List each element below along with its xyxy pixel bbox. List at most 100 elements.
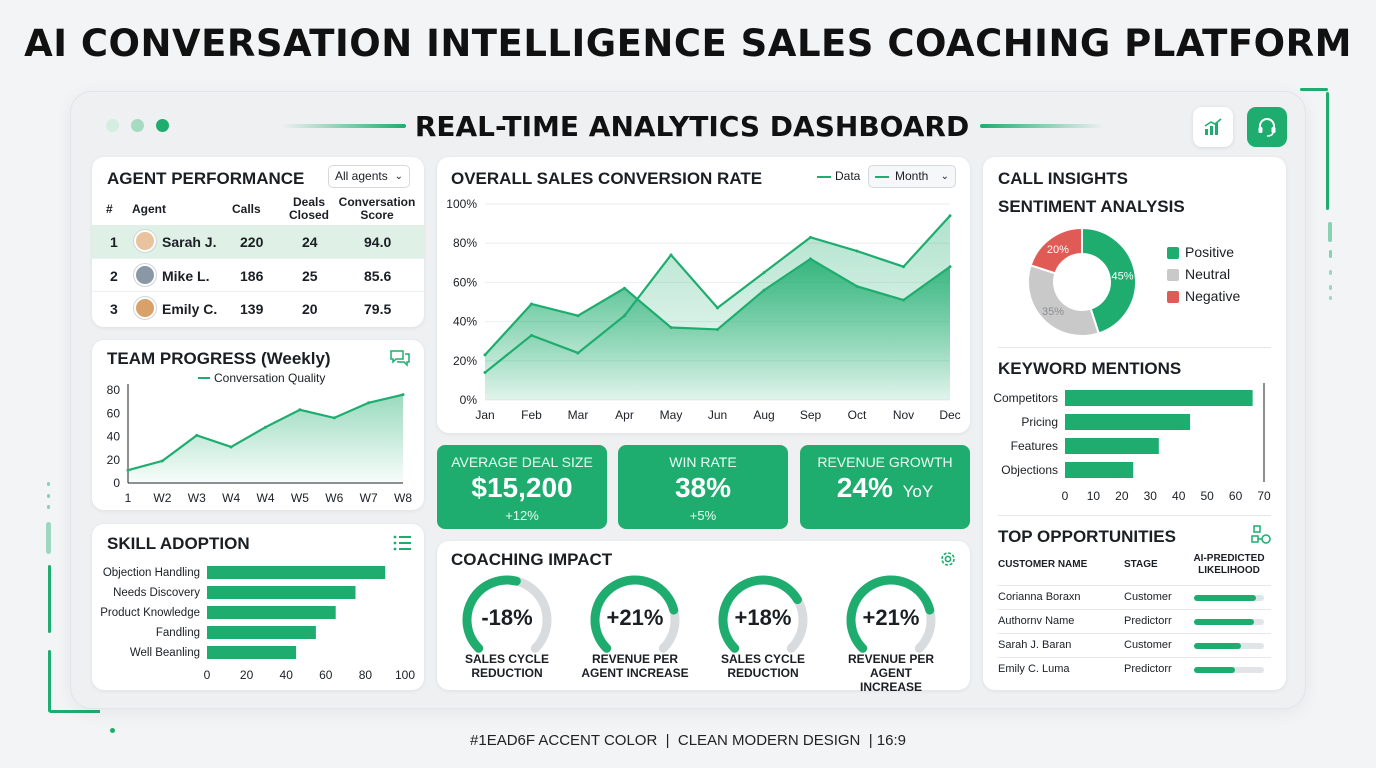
data-point: [367, 401, 371, 405]
opp-col-label: AI-PREDICTED: [1193, 553, 1265, 564]
table-row[interactable]: 2 Mike L. 186 25 85.6: [92, 258, 424, 291]
y-tick-label: 20: [107, 453, 121, 467]
col-deals: Deals Closed: [288, 195, 329, 222]
likelihood-bar-fill: [1194, 667, 1235, 673]
gauge-label-line: SALES CYCLE: [720, 652, 805, 666]
data-point: [855, 284, 859, 288]
gauge-ring: [846, 575, 936, 653]
data-point: [298, 408, 302, 412]
table-row[interactable]: Authornv Name Predictorr: [998, 609, 1271, 633]
bar-chart-icon: [1204, 118, 1222, 135]
opp-stage: Customer: [1124, 639, 1172, 651]
legend-label: Data: [835, 169, 861, 183]
chat-icon[interactable]: [389, 348, 411, 368]
decor-line: [1329, 250, 1332, 258]
x-tick-label: 10: [1087, 489, 1101, 503]
table-row[interactable]: Sarah J. Baran Customer: [998, 633, 1271, 657]
y-tick-label: 60%: [453, 275, 477, 289]
x-tick-label: 20: [240, 668, 254, 682]
table-row[interactable]: Corianna Boraxn Customer: [998, 585, 1271, 609]
x-tick-label: W4: [222, 491, 240, 505]
table-row[interactable]: 1 Sarah J. 220 24 94.0: [92, 225, 424, 258]
nodes-icon[interactable]: [1250, 524, 1272, 546]
opp-col-likelihood: AI-PREDICTED LIKELIHOOD: [1189, 553, 1269, 577]
y-tick-label: 80: [107, 383, 121, 397]
bar: [1065, 390, 1253, 406]
gauge-label: SALES CYCLE REDUCTION: [447, 652, 567, 680]
analytics-button[interactable]: [1193, 107, 1233, 147]
y-tick-label: 0: [113, 476, 120, 490]
data-point: [762, 271, 766, 275]
list-icon[interactable]: [392, 534, 412, 552]
legend-label: Neutral: [1185, 266, 1231, 282]
data-point: [530, 302, 533, 306]
gauge-fill: [718, 575, 802, 653]
agent-rank: 3: [110, 301, 118, 317]
gauge-label-line: REDUCTION: [471, 666, 543, 680]
data-point: [669, 325, 673, 329]
conversion-chart: 0% 20% 40% 60% 80% 100% Jan Feb Mar Apr May Jun Aug S…: [446, 197, 960, 422]
category-label: Features: [1011, 439, 1058, 453]
decor-line: [1329, 285, 1332, 290]
x-tick-label: May: [660, 408, 683, 422]
x-tick-label: W8: [394, 491, 412, 505]
agent-filter-dropdown[interactable]: All agents ⌄: [328, 165, 410, 188]
opp-customer-name: Corianna Boraxn: [998, 591, 1081, 603]
legend-label: Positive: [1185, 244, 1235, 260]
category-label: Product Knowledge: [100, 607, 200, 619]
likelihood-bar-track: [1194, 667, 1264, 673]
kpi-average-deal-size[interactable]: AVERAGE DEAL SIZE $15,200 +12%: [437, 445, 607, 529]
table-row[interactable]: 3 Emily C. 139 20 79.5: [92, 291, 424, 324]
slice-label: 45%: [1111, 271, 1133, 283]
agent-calls: 220: [240, 234, 264, 250]
gauge-fill: [846, 575, 935, 653]
legend-item: Neutral: [1167, 266, 1240, 288]
gauge-value: +18%: [734, 605, 792, 630]
category-label: Objection Handling: [103, 567, 200, 579]
x-tick-label: 30: [1144, 489, 1158, 503]
x-tick-label: 100: [395, 668, 415, 682]
legend-line-icon: [817, 175, 831, 178]
headset-icon: [1258, 118, 1276, 137]
category-label: Pricing: [1021, 415, 1058, 429]
gauge-label: REVENUE PER AGENT INCREASE: [575, 652, 695, 680]
col-rank: #: [106, 202, 113, 216]
opp-customer-name: Authornv Name: [998, 615, 1075, 627]
pie-slice: [1081, 226, 1137, 335]
legend-item: Negative: [1167, 288, 1240, 310]
table-row[interactable]: Emily C. Luma Predictorr: [998, 657, 1271, 681]
data-point: [716, 306, 719, 310]
data-point: [762, 288, 766, 292]
gauge-label-line: REDUCTION: [727, 666, 799, 680]
data-point: [809, 235, 812, 239]
conversion-legend: Data: [817, 169, 860, 183]
agent-performance-card: AGENT PERFORMANCE All agents ⌄ # Agent C…: [92, 157, 424, 327]
support-button[interactable]: [1247, 107, 1287, 147]
data-point: [332, 416, 336, 420]
gear-icon[interactable]: [938, 549, 958, 569]
bar: [1065, 462, 1134, 478]
keyword-chart: Competitors Pricing Features Objections 0 10 2…: [993, 383, 1271, 503]
area-fill: [128, 394, 403, 483]
slice-label: 35%: [1042, 306, 1064, 318]
opp-stage: Predictorr: [1124, 615, 1172, 627]
coaching-impact-title: COACHING IMPACT: [451, 550, 613, 569]
y-tick-label: 40: [107, 430, 121, 444]
data-point: [576, 351, 580, 355]
kpi-win-rate[interactable]: WIN RATE 38% +5%: [618, 445, 788, 529]
opp-col-label: LIKELIHOOD: [1198, 565, 1260, 576]
gauge-value: -18%: [481, 605, 533, 630]
x-tick-label: W2: [153, 491, 171, 505]
coaching-impact-card: COACHING IMPACT -18% SALES CYCLE REDUCTION…: [437, 541, 970, 694]
period-dropdown[interactable]: Month ⌄: [868, 165, 956, 188]
x-tick-label: Aug: [753, 408, 774, 422]
data-point: [264, 425, 267, 429]
gauge-ring: [590, 575, 680, 653]
period-value: Month: [895, 169, 929, 183]
data-point: [160, 459, 164, 463]
x-tick-label: 1: [125, 491, 132, 505]
kpi-change: +12%: [505, 508, 539, 523]
footer-caption: #1EAD6F ACCENT COLOR | CLEAN MODERN DESI…: [470, 732, 906, 749]
pie-slice: [1027, 264, 1100, 337]
kpi-revenue-growth[interactable]: REVENUE GROWTH 24% YoY: [800, 445, 970, 529]
